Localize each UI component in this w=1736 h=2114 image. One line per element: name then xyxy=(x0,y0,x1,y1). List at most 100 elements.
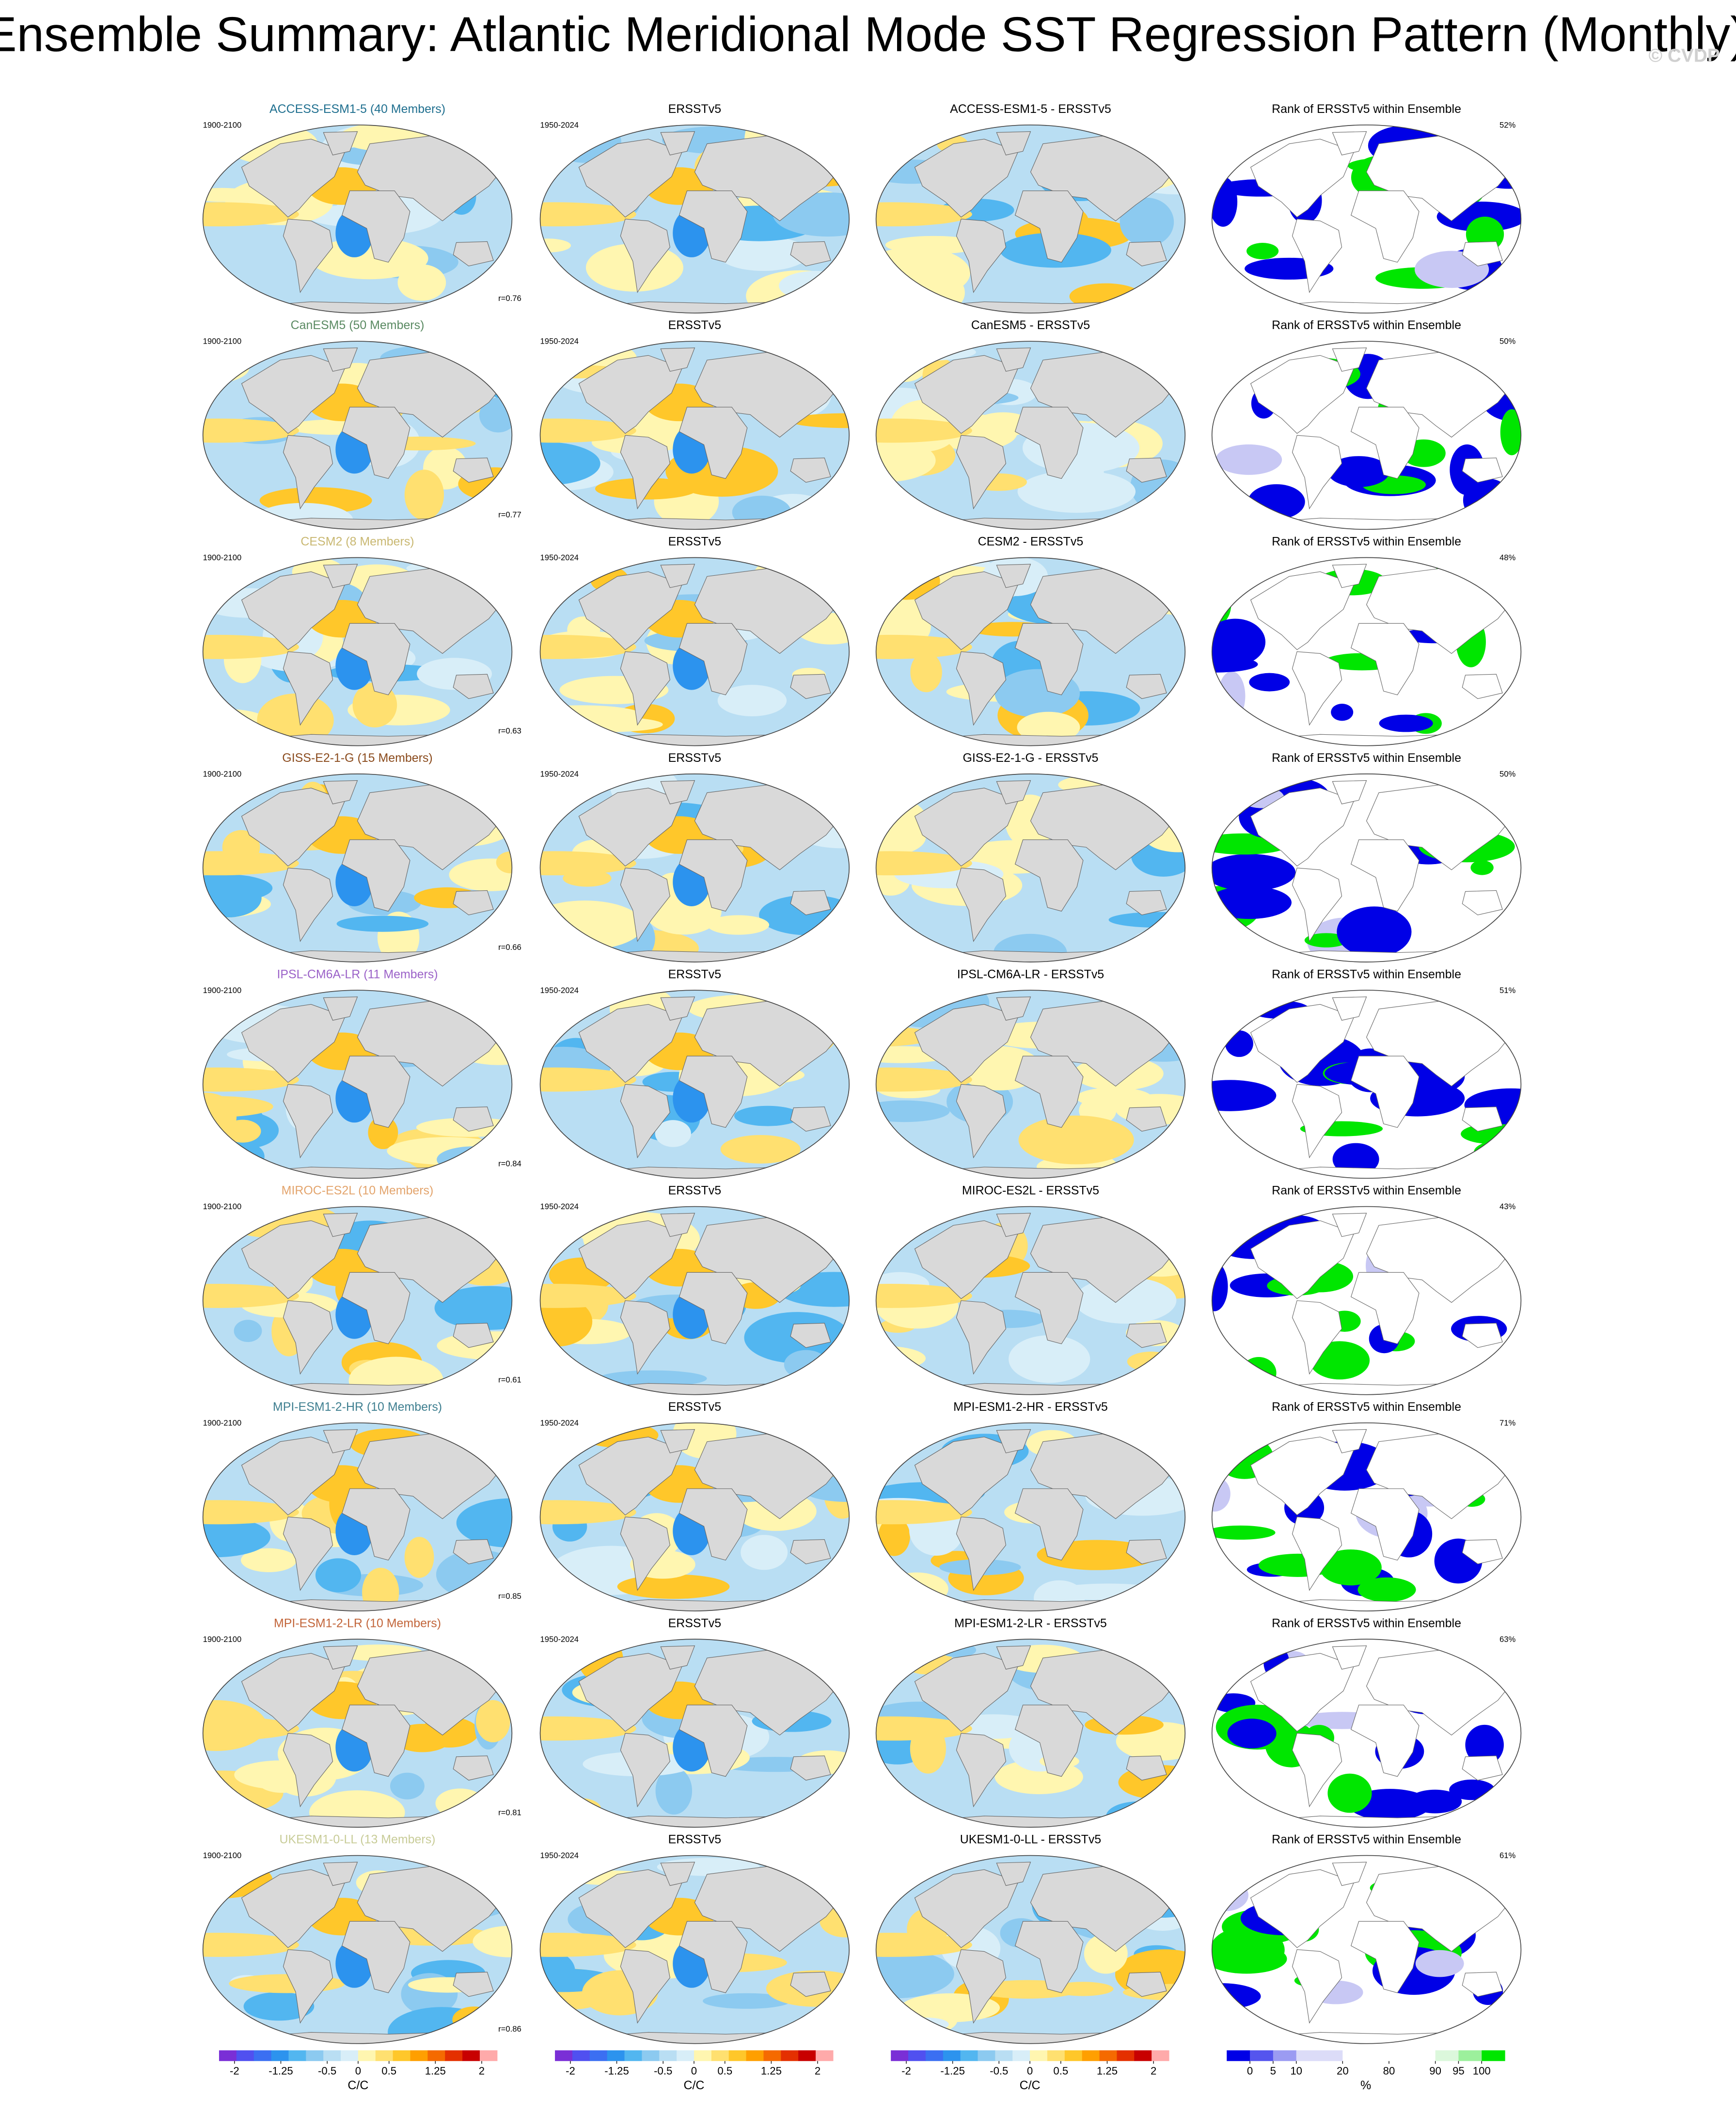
sst-patch xyxy=(1017,711,1080,743)
sst-patch xyxy=(655,1767,693,1815)
land xyxy=(1292,1516,1342,1591)
map-outline xyxy=(539,124,850,314)
colorbar-box xyxy=(642,2050,660,2061)
land xyxy=(578,571,683,650)
rank-patch xyxy=(1246,243,1279,260)
land xyxy=(283,1733,333,1808)
sst-patch xyxy=(203,634,299,659)
sst-patch xyxy=(876,1500,972,1525)
colorbar-box xyxy=(677,2050,694,2061)
period-label: 1950-2024 xyxy=(540,120,579,129)
sst-patch xyxy=(707,915,770,935)
sst-patch xyxy=(540,202,636,227)
land xyxy=(790,1106,831,1132)
map-outline xyxy=(875,990,1186,1179)
map-field xyxy=(203,1639,512,1828)
map-field xyxy=(540,1639,850,1828)
land xyxy=(1014,1488,1084,1561)
map-outline xyxy=(202,557,513,746)
panel-title: IPSL-CM6A-LR - ERSSTv5 xyxy=(957,967,1104,981)
land xyxy=(660,564,695,588)
colorbar-box xyxy=(1412,2050,1436,2061)
map-outline xyxy=(1211,1206,1522,1395)
land xyxy=(956,435,1007,510)
land xyxy=(1332,131,1367,156)
land xyxy=(453,1755,494,1781)
period-label: 1950-2024 xyxy=(540,337,579,346)
map-outline xyxy=(1211,1855,1522,2044)
colorbar-label: -0.5 xyxy=(654,2065,672,2077)
land xyxy=(660,347,695,372)
colorbar-box xyxy=(410,2050,428,2061)
rank-patch xyxy=(1249,673,1290,692)
land xyxy=(956,1733,1007,1808)
correlation-label: r=0.84 xyxy=(498,1159,521,1168)
land xyxy=(453,890,494,915)
land xyxy=(1250,1653,1355,1732)
land xyxy=(790,1323,831,1348)
land xyxy=(620,868,670,942)
map-outline xyxy=(202,124,513,314)
land xyxy=(620,435,670,510)
land xyxy=(1462,890,1503,915)
land xyxy=(1462,1972,1503,1997)
map-panel xyxy=(539,124,850,314)
land xyxy=(914,1436,1019,1515)
land xyxy=(1462,241,1503,267)
sst-patch xyxy=(878,1516,910,1556)
land xyxy=(956,868,1007,942)
land xyxy=(914,571,1019,650)
colorbar-label: -2 xyxy=(901,2065,911,2077)
rank-patch xyxy=(1408,1789,1462,1814)
land xyxy=(1014,407,1084,479)
land xyxy=(1350,839,1420,912)
land xyxy=(679,1488,748,1561)
sst-patch xyxy=(540,851,636,876)
land xyxy=(620,219,670,293)
sst-patch xyxy=(876,634,972,659)
land xyxy=(790,1539,831,1564)
colorbar-label: 80 xyxy=(1383,2065,1395,2077)
rank-percent: 61% xyxy=(1499,1851,1515,1860)
land xyxy=(1126,1755,1167,1781)
land xyxy=(578,1436,683,1515)
map-outline xyxy=(539,773,850,962)
land xyxy=(1250,1004,1355,1083)
land xyxy=(323,1645,358,1670)
land xyxy=(1332,1645,1367,1670)
panel-title: Rank of ERSSTv5 within Ensemble xyxy=(1272,1184,1461,1198)
colorbar-box xyxy=(1082,2050,1100,2061)
map-panel xyxy=(875,1639,1186,1828)
land xyxy=(914,355,1019,434)
sst-patch xyxy=(876,202,972,227)
land xyxy=(679,190,748,263)
map-outline xyxy=(875,1855,1186,2044)
map-field xyxy=(203,125,512,313)
map-field xyxy=(876,990,1185,1179)
rank-patch xyxy=(1500,409,1521,456)
panel-title: CESM2 - ERSSTv5 xyxy=(978,535,1084,549)
sst-patch xyxy=(540,1283,636,1308)
period-label: 1950-2024 xyxy=(540,1202,579,1211)
land xyxy=(679,839,748,912)
colorbar-label: -1.25 xyxy=(940,2065,965,2077)
map-outline xyxy=(539,341,850,530)
sst-patch xyxy=(540,1716,636,1741)
panel-title: Rank of ERSSTv5 within Ensemble xyxy=(1272,1833,1461,1846)
sst-patch xyxy=(203,1933,299,1957)
map-panel xyxy=(875,990,1186,1179)
land xyxy=(956,1084,1007,1159)
colorbar-label: 20 xyxy=(1337,2065,1349,2077)
land xyxy=(323,564,358,588)
land xyxy=(1014,1704,1084,1777)
map-outline xyxy=(875,1422,1186,1611)
map-outline xyxy=(875,1206,1186,1395)
sst-patch xyxy=(496,851,512,873)
land xyxy=(323,996,358,1021)
land xyxy=(453,241,494,267)
sst-patch xyxy=(540,1296,593,1347)
land xyxy=(1126,241,1167,267)
colorbar-label: 90 xyxy=(1429,2065,1441,2077)
panel-title: Rank of ERSSTv5 within Ensemble xyxy=(1272,967,1461,981)
colorbar-box xyxy=(271,2050,289,2061)
